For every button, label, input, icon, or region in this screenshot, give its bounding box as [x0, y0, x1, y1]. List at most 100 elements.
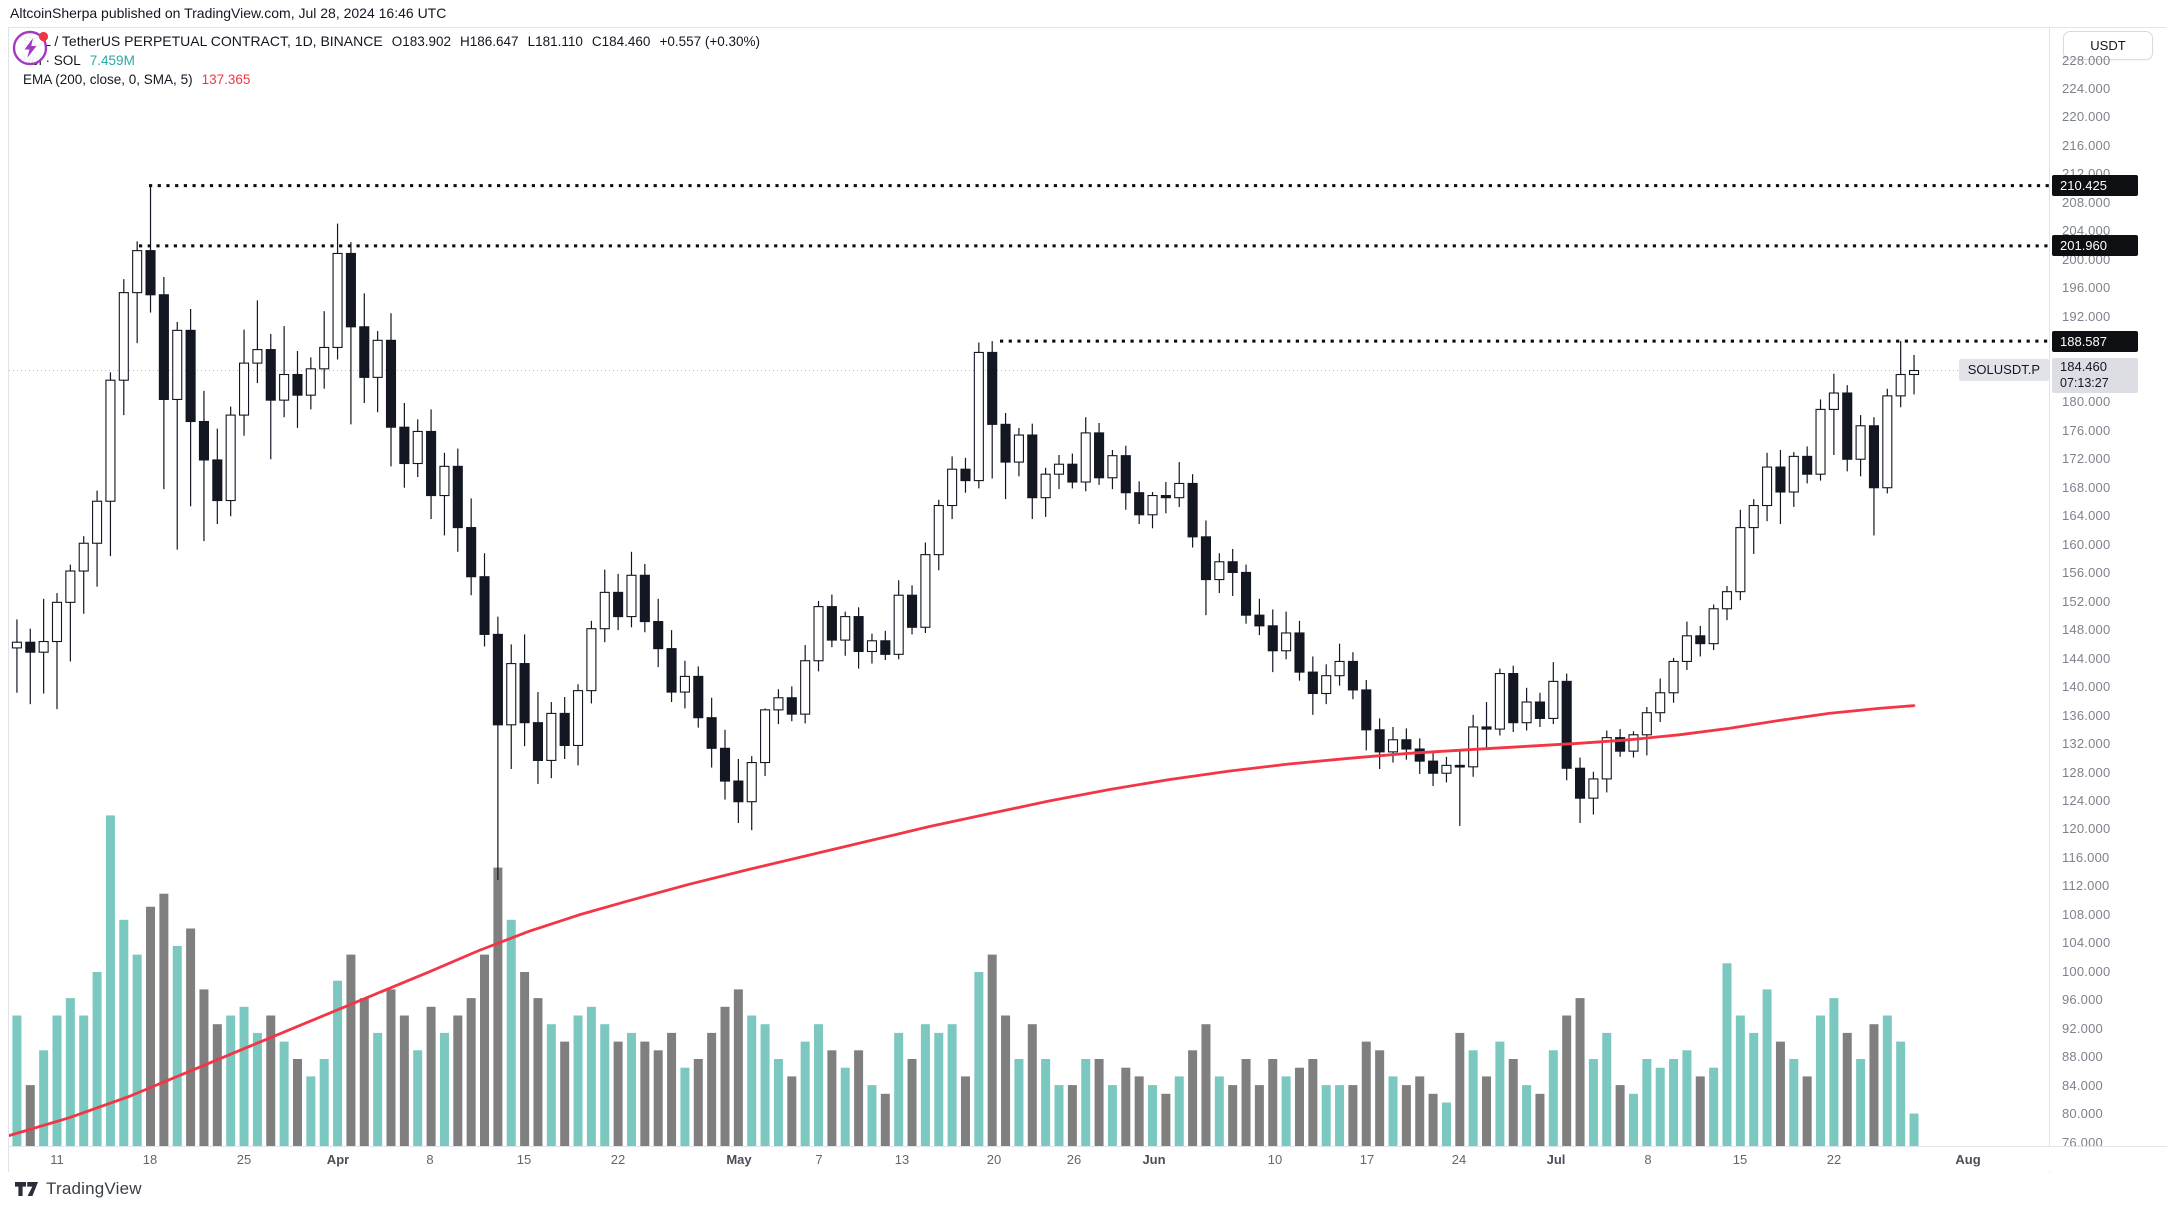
price-chart-svg[interactable]	[9, 28, 2049, 1146]
ema-label: EMA (200, close, 0, SMA, 5)	[23, 72, 193, 87]
candle-body	[626, 574, 637, 618]
volume-bar	[1588, 1059, 1598, 1146]
volume-bar	[65, 998, 75, 1146]
candle-body	[800, 660, 811, 715]
candle-body	[613, 591, 624, 618]
candle-body	[279, 373, 290, 401]
volume-bar	[373, 1032, 383, 1146]
time-tick-label: 8	[426, 1152, 434, 1167]
price-tick-label: 96.000	[2062, 992, 2103, 1008]
time-axis[interactable]: 11 18 25 Apr 8 15 22 May 7 13 20 26 Jun 10 17 24 Jul 8 15 2…	[9, 1146, 2167, 1172]
legend-symbol-row[interactable]: SOL / TetherUS PERPETUAL CONTRACT, 1D, B…	[23, 32, 760, 51]
candle-body	[893, 594, 904, 655]
volume-bar	[1749, 1032, 1759, 1146]
candle-body	[1681, 635, 1692, 662]
candle-body	[679, 675, 690, 693]
candle-body	[1601, 737, 1612, 780]
candle-body	[38, 640, 49, 653]
time-tick-label: 10	[1267, 1152, 1283, 1167]
volume-bar	[827, 1050, 837, 1146]
candle-body	[653, 621, 664, 650]
candle-body	[1468, 726, 1479, 768]
candle-body	[693, 675, 704, 719]
volume-bar	[1468, 1050, 1478, 1146]
price-tick-label: 88.000	[2062, 1049, 2103, 1065]
price-axis[interactable]: USDT 210.425 201.960 188.587 184.460 07:…	[2049, 28, 2166, 1173]
candle-body	[1347, 660, 1358, 691]
published-line: AltcoinSherpa published on TradingView.c…	[10, 5, 447, 21]
candle-body	[733, 780, 744, 803]
currency-button[interactable]: USDT	[2063, 31, 2153, 60]
volume-bar	[266, 1015, 276, 1146]
volume-bar	[1669, 1059, 1679, 1146]
volume-bar	[319, 1059, 329, 1146]
candle-body	[719, 747, 731, 782]
plot-area[interactable]: SOL / TetherUS PERPETUAL CONTRACT, 1D, B…	[9, 28, 2049, 1146]
volume-bar	[733, 989, 743, 1146]
candle-body	[1802, 455, 1813, 475]
time-tick-label: Apr	[326, 1152, 350, 1167]
price-tick-label: 164.000	[2062, 508, 2111, 524]
volume-bar	[92, 972, 102, 1146]
price-tick-label: 192.000	[2062, 308, 2111, 324]
candle-body	[1842, 392, 1853, 460]
volume-bar	[1241, 1059, 1251, 1146]
candle-body	[906, 594, 918, 628]
tradingview-watermark[interactable]: TradingView	[14, 1178, 142, 1200]
candle-body	[519, 663, 530, 724]
volume-bar	[987, 954, 997, 1146]
candle-body	[1574, 767, 1586, 799]
volume-bar	[773, 1059, 783, 1146]
volume-bar	[1415, 1076, 1425, 1146]
price-tick-label: 228.000	[2062, 52, 2111, 68]
candle-body	[1641, 712, 1652, 736]
candle-body	[1361, 689, 1372, 731]
volume-bar	[1375, 1050, 1385, 1146]
volume-bar	[333, 980, 343, 1146]
candle-body	[1040, 473, 1051, 499]
legend-volume-row[interactable]: Vol · SOL 7.459M	[23, 51, 760, 70]
candle-body	[399, 426, 410, 465]
volume-bar	[1602, 1032, 1612, 1146]
time-tick-label: Jun	[1142, 1152, 1166, 1167]
candle-body	[1414, 748, 1425, 762]
volume-bar	[1094, 1059, 1104, 1146]
candle-body	[92, 500, 103, 544]
volume-bar	[920, 1024, 930, 1146]
volume-bar	[306, 1076, 316, 1146]
price-tick-label: 172.000	[2062, 451, 2111, 467]
flash-ideas-icon[interactable]	[9, 28, 53, 72]
price-tick-label: 108.000	[2062, 906, 2111, 922]
candle-body	[252, 349, 263, 364]
candle-body	[1708, 608, 1719, 645]
price-tick-label: 92.000	[2062, 1020, 2103, 1036]
volume-bar	[1655, 1067, 1665, 1146]
volume-bar	[1335, 1085, 1345, 1146]
volume-bar	[854, 1050, 864, 1146]
volume-bar	[1428, 1093, 1438, 1146]
candle-body	[1294, 632, 1305, 673]
candle-body	[1588, 778, 1599, 799]
candle-body	[11, 641, 22, 649]
volume-bar	[560, 1041, 570, 1146]
volume-bar	[1695, 1076, 1705, 1146]
candle-body	[78, 542, 89, 572]
volume-bar	[1001, 1015, 1011, 1146]
volume-bar	[1281, 1076, 1291, 1146]
candle-body	[359, 326, 370, 378]
candle-body	[332, 252, 343, 349]
volume-bar	[1348, 1085, 1358, 1146]
volume-bar	[466, 998, 476, 1146]
legend-ema-row[interactable]: EMA (200, close, 0, SMA, 5) 137.365	[23, 70, 760, 89]
candle-body	[466, 527, 477, 578]
candle-body	[546, 712, 557, 761]
volume-bar	[546, 1024, 556, 1146]
volume-bar	[747, 1015, 757, 1146]
volume-bar	[506, 919, 516, 1146]
volume-bar	[1054, 1085, 1064, 1146]
candle-body	[920, 554, 931, 628]
volume-bar	[199, 989, 209, 1146]
volume-bar	[1361, 1041, 1371, 1146]
price-tick-label: 180.000	[2062, 394, 2111, 410]
price-tick-label: 168.000	[2062, 479, 2111, 495]
